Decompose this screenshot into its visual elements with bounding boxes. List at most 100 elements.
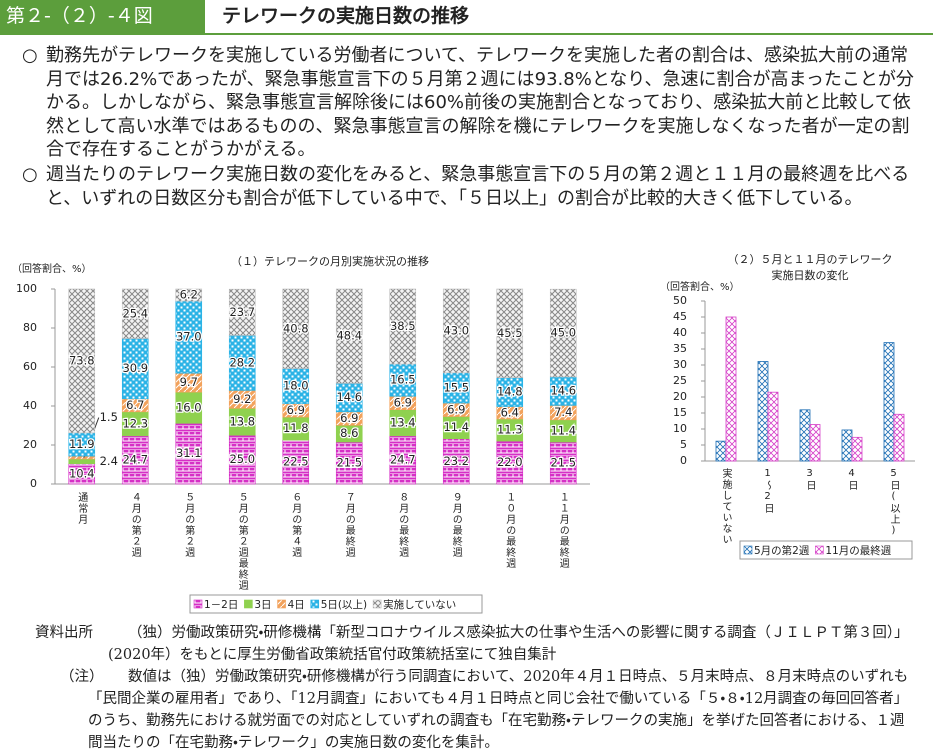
bar	[883, 342, 895, 462]
source-text: （独）労働政策研究・研修機構「新型コロナウイルス感染拡大の仕事や生活への影響に関…	[108, 625, 902, 663]
data-label: 73.8	[69, 353, 95, 367]
bar-segment	[389, 409, 417, 437]
paragraph: ○ 勤務先がテレワークを実施している労働者について、テレワークを実施した者の割合…	[22, 44, 915, 162]
chart-title: （２）５月と１１月のテレワーク	[728, 253, 893, 266]
bar	[725, 316, 737, 462]
data-label: 14.6	[550, 384, 576, 398]
data-label: 45.0	[550, 326, 576, 340]
data-label: 9.2	[233, 392, 251, 406]
data-label: 21.5	[336, 456, 362, 470]
data-label: 6.4	[501, 405, 519, 419]
data-label: 24.7	[390, 452, 416, 466]
x-tick-label: １１月の最終週	[557, 492, 569, 569]
data-label: 25.4	[122, 306, 148, 320]
bar-segment	[549, 376, 577, 406]
bar	[809, 424, 821, 462]
data-label: 24.7	[122, 452, 148, 466]
data-label: 21.5	[550, 456, 576, 470]
bar-segment	[496, 288, 524, 379]
y-tick-label: 80	[23, 321, 37, 334]
figure-title: テレワークの実施日数の推移	[222, 5, 470, 27]
data-label: 18.0	[283, 379, 309, 393]
paragraph-text: 週当たりのテレワーク実施日数の変化をみると、緊急事態宣言下の５月の第２週と１１月…	[46, 164, 910, 209]
bar-segment	[68, 288, 96, 434]
bar-segment	[175, 391, 203, 424]
legend-swatch	[244, 599, 253, 609]
x-tick-label: １０月の最終週	[504, 492, 516, 569]
data-label: 10.4	[69, 466, 95, 480]
legend-label: 1－2日	[204, 599, 238, 611]
y-tick-label: 15	[673, 406, 687, 419]
data-label: 2.4	[100, 454, 118, 468]
x-tick-label: 1～2日	[762, 468, 773, 514]
data-label: 30.9	[122, 361, 148, 375]
legend-swatch	[815, 545, 824, 555]
data-label: 11.3	[497, 423, 523, 437]
legend-swatch	[743, 545, 753, 555]
y-tick-label: 0	[30, 477, 37, 490]
bar	[715, 440, 727, 462]
data-label: 7.4	[554, 405, 572, 419]
y-tick-label: 20	[673, 390, 687, 403]
bar-segment	[549, 288, 577, 378]
bar-segment	[228, 288, 256, 336]
bullet: ○	[22, 164, 38, 185]
bar	[799, 409, 811, 462]
data-label: 38.5	[390, 319, 416, 333]
data-label: 11.4	[550, 423, 576, 437]
bar	[893, 413, 905, 462]
y-tick-label: 20	[23, 438, 37, 451]
data-label: 25.0	[229, 452, 255, 466]
legend-swatch	[277, 599, 286, 609]
bar-segment	[389, 363, 417, 397]
data-label: 11.4	[443, 420, 469, 434]
data-label: 1.5	[100, 410, 118, 424]
legend-label: 4日	[288, 599, 305, 611]
legend-label: 実施していない	[383, 598, 456, 611]
data-label: 6.7	[126, 398, 144, 412]
charts: （１）テレワークの月別実施状況の推移（回答割合、%）020406080100通常…	[12, 253, 915, 614]
bar-segment	[228, 434, 256, 485]
y-tick-label: 10	[673, 422, 687, 435]
header: 第２-（２）-４図 テレワークの実施日数の推移	[0, 0, 933, 35]
data-label: 12.3	[122, 416, 148, 430]
y-tick-label: 0	[680, 454, 687, 467]
bar-segment	[175, 423, 203, 485]
data-label: 8.6	[340, 426, 358, 440]
bar-segment	[282, 288, 310, 369]
bar	[851, 436, 863, 462]
data-label: 22.0	[497, 455, 523, 469]
x-tick-label: 3日	[804, 468, 815, 491]
y-axis-label: （回答割合、%）	[12, 262, 92, 275]
y-tick-label: 45	[673, 310, 687, 323]
legend-label: 3日	[254, 599, 271, 611]
figure-number: 第２-（２）-４図	[0, 0, 205, 33]
bar-segment	[121, 288, 149, 339]
legend-label: 5日(以上)	[321, 599, 367, 611]
y-tick-label: 35	[673, 342, 687, 355]
legend-swatch	[372, 599, 382, 609]
data-label: 9.7	[180, 375, 198, 389]
data-label: 23.2	[443, 454, 469, 468]
x-tick-label: ６月の第４週	[290, 492, 302, 558]
bar	[767, 391, 779, 462]
data-label: 13.8	[229, 414, 255, 428]
y-tick-label: 40	[673, 326, 687, 339]
bar-segment	[228, 335, 256, 391]
x-tick-label: ７月の最終週	[343, 492, 355, 558]
note-label: （注）	[60, 669, 104, 685]
data-label: 23.7	[229, 305, 255, 319]
y-tick-label: 30	[673, 358, 687, 371]
data-label: 13.4	[390, 415, 416, 429]
bar-segment	[282, 439, 310, 485]
data-label: 28.2	[229, 355, 255, 369]
bar-segment	[68, 455, 96, 460]
x-tick-label: ４月の第２週	[129, 492, 141, 558]
x-tick-label: 実施していない	[720, 467, 732, 545]
data-label: 6.9	[447, 402, 465, 416]
bar-segment	[175, 300, 203, 374]
data-label: 6.2	[180, 288, 198, 302]
y-axis-label: （回答割合、%）	[660, 280, 740, 293]
data-label: 6.9	[394, 395, 412, 409]
